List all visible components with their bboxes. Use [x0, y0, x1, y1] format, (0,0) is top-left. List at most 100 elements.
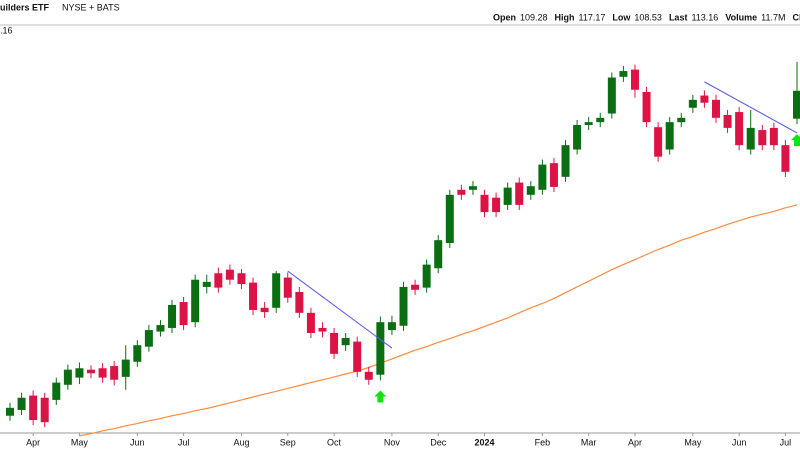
- candle-body: [63, 369, 72, 385]
- candle-body: [318, 327, 327, 332]
- candle-body: [746, 127, 755, 150]
- candle-body: [272, 273, 281, 308]
- x-tick-label: Mar: [581, 437, 597, 447]
- candle-body: [40, 397, 49, 423]
- candle-body: [619, 71, 628, 77]
- corner-label: .16: [0, 25, 13, 35]
- x-tick-label: Nov: [384, 437, 401, 447]
- candle-body: [688, 99, 697, 108]
- candle-body: [87, 369, 96, 374]
- x-tick-label: Apr: [628, 437, 642, 447]
- candle-body: [6, 407, 14, 416]
- candle-body: [723, 114, 732, 128]
- quote-value: 117.17: [579, 12, 606, 22]
- x-tick-label: May: [71, 437, 89, 447]
- candle-body: [607, 77, 616, 114]
- trendline: [287, 270, 393, 349]
- candle-body: [480, 194, 489, 213]
- candle-body: [492, 197, 501, 213]
- candle-body: [75, 368, 84, 378]
- quote-label: Low: [612, 12, 631, 22]
- candle-body: [549, 163, 558, 187]
- x-tick-label: Jun: [130, 437, 145, 447]
- x-tick-label: Oct: [327, 437, 342, 447]
- candle-body: [735, 112, 744, 146]
- quote-label: Last: [669, 12, 688, 22]
- quote-label: High: [555, 12, 575, 22]
- candle-body: [422, 264, 431, 288]
- candle-body: [110, 366, 119, 380]
- candle-body: [179, 302, 188, 326]
- quote-value: 113.16: [691, 12, 718, 22]
- x-tick-label: Jul: [780, 437, 792, 447]
- candle-body: [387, 322, 396, 331]
- candle-body: [191, 279, 200, 323]
- chart-title: uilders ETF: [0, 2, 50, 12]
- signal-arrow: [791, 134, 800, 147]
- candle-body: [515, 182, 524, 205]
- candle-body: [283, 277, 292, 298]
- candle-body: [225, 269, 234, 280]
- signal-arrow: [374, 390, 387, 403]
- candle-body: [561, 145, 570, 177]
- candle-body: [630, 69, 639, 90]
- candle-body: [168, 304, 177, 328]
- candle-body: [677, 117, 686, 123]
- x-tick-label: Jun: [732, 437, 747, 447]
- candle-body: [52, 382, 61, 400]
- candle-body: [133, 345, 142, 362]
- candle-body: [711, 99, 720, 118]
- candle-body: [596, 117, 605, 123]
- x-tick-label: Feb: [535, 437, 551, 447]
- quote-label: Volume: [725, 12, 757, 22]
- candle-body: [29, 395, 38, 421]
- candle-body: [156, 325, 165, 332]
- candle-body: [330, 332, 339, 354]
- candle-body: [781, 145, 790, 172]
- candle-body: [758, 130, 767, 146]
- x-tick-label: May: [684, 437, 702, 447]
- candle-body: [411, 284, 420, 290]
- candle-body: [573, 125, 582, 150]
- trendline: [704, 81, 798, 134]
- quote-label: Open: [493, 12, 516, 22]
- x-tick-label: Apr: [26, 437, 40, 447]
- candle-body: [399, 286, 408, 326]
- candle-body: [237, 273, 246, 285]
- candle-body: [468, 186, 477, 190]
- candle-body: [376, 322, 385, 375]
- candle-body: [353, 341, 362, 372]
- candle-body: [306, 312, 315, 333]
- x-tick-label: 2024: [474, 437, 494, 447]
- candle-body: [642, 91, 651, 123]
- candle-body: [457, 189, 466, 195]
- quote-value: 109.28: [520, 12, 548, 22]
- moving-average-line: [79, 204, 798, 437]
- candle-body: [434, 240, 443, 269]
- quote-value: 11.7M: [761, 12, 785, 22]
- candle-body: [17, 397, 26, 410]
- candle-body: [98, 368, 107, 378]
- candle-body: [341, 338, 350, 346]
- candle-body: [503, 187, 512, 205]
- candle-body: [202, 281, 211, 287]
- candle-body: [260, 307, 269, 313]
- candle-body: [295, 291, 304, 313]
- candle-body: [538, 164, 547, 190]
- candle-body: [584, 122, 593, 126]
- x-tick-label: Jul: [178, 437, 190, 447]
- candle-body: [526, 186, 535, 195]
- candle-body: [793, 90, 800, 119]
- candle-body: [364, 371, 373, 380]
- exchange-label: NYSE + BATS: [62, 2, 120, 12]
- x-tick-label: Sep: [280, 437, 296, 447]
- candle-body: [445, 194, 454, 244]
- candle-body: [214, 273, 223, 288]
- x-tick-label: Dec: [430, 437, 447, 447]
- candle-body: [144, 330, 153, 347]
- x-tick-label: Aug: [233, 437, 249, 447]
- candle-body: [654, 127, 663, 157]
